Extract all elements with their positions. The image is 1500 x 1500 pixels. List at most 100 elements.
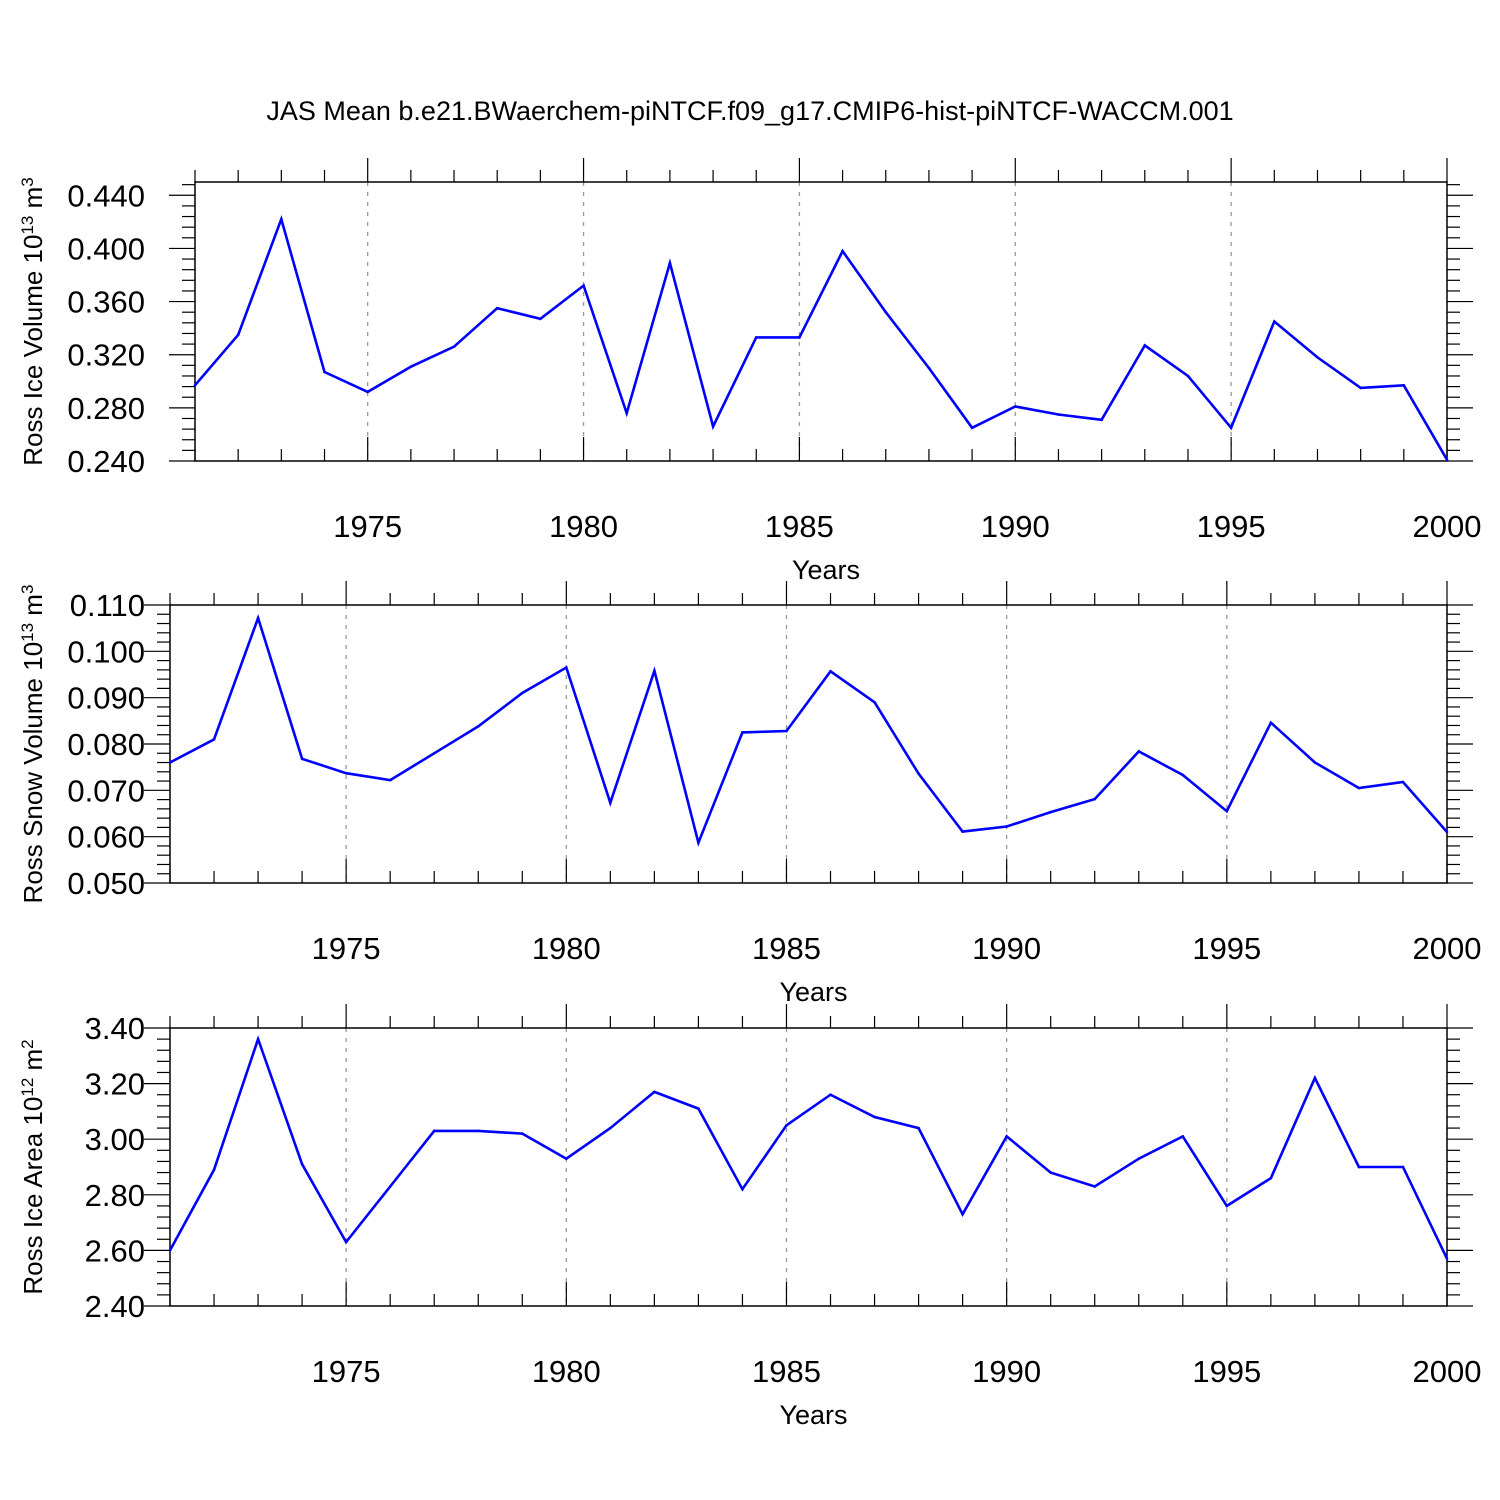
panel-3-data-point <box>1313 1076 1317 1080</box>
panel-1-data-point <box>711 425 715 428</box>
panel-1-x-tick-label: 1975 <box>333 509 402 544</box>
panel-1-data-point <box>798 336 801 339</box>
chart-title: JAS Mean b.e21.BWaerchem-piNTCF.f09_g17.… <box>266 96 1233 126</box>
panel-3-data-point <box>388 1185 392 1188</box>
panel-3-data-point <box>1181 1135 1185 1138</box>
panel-1-data-point <box>1273 320 1276 323</box>
panel-2-data-point <box>1181 773 1185 777</box>
panel-2-data-point <box>741 731 744 734</box>
panel-1-data-point <box>452 345 456 349</box>
panel-1-data-point <box>539 317 542 321</box>
panel-2-data-point <box>1401 780 1405 784</box>
panel-3-data-point <box>653 1090 656 1094</box>
panel-2-y-tick-label: 0.070 <box>67 773 145 808</box>
panel-3-x-tick-label: 1995 <box>1192 1354 1261 1389</box>
panel-1-series-line <box>194 215 1449 461</box>
panel-1-data-point <box>1359 386 1362 390</box>
panel-2-data-point <box>1313 761 1317 764</box>
panel-3-data-point <box>1401 1165 1405 1169</box>
panel-2-data-point <box>917 772 920 775</box>
panel-3-data-point <box>1005 1135 1008 1138</box>
panel-1-y-tick-label: 0.440 <box>67 178 145 213</box>
panel-2-plot-frame <box>169 604 1448 884</box>
panel-3-x-tick-label: 2000 <box>1413 1354 1482 1389</box>
panel-2-x-tick-label: 1985 <box>752 931 821 966</box>
panel-1-data-point <box>884 310 888 314</box>
panel-2-data-point <box>697 841 700 844</box>
panel-1-data-point <box>927 366 931 370</box>
panel-1-plot-frame <box>194 181 1448 462</box>
panel-1-y-tick-label: 0.400 <box>67 231 145 266</box>
panel-2-data-point <box>1049 810 1052 814</box>
panel-1-data-point <box>754 336 758 339</box>
panel-1-data-point <box>193 383 197 387</box>
panel-2-data-point <box>873 701 876 704</box>
panel-3-data-point <box>1225 1204 1229 1208</box>
panel-1-y-tick-label: 0.280 <box>67 391 145 426</box>
panel-3-data-point <box>344 1240 348 1244</box>
panel-3-series-line <box>168 1035 1449 1260</box>
panel-3-x-tick-label: 1980 <box>532 1354 601 1389</box>
panel-1-data-point <box>1316 356 1319 359</box>
panel-3-plot-frame <box>169 1027 1448 1307</box>
panel-2-data-point <box>565 666 568 669</box>
panel-2-x-tick-label: 1995 <box>1192 931 1261 966</box>
panel-3-x-tick-label: 1990 <box>972 1354 1041 1389</box>
panel-1-x-tick-label: 1995 <box>1197 509 1266 544</box>
panel-3-data-point <box>1357 1165 1361 1169</box>
panel-2-data-point <box>168 761 172 764</box>
panel-1-x-tick-label: 1985 <box>765 509 834 544</box>
panel-2-data-point <box>609 801 612 805</box>
panel-2-data-point <box>1093 797 1097 801</box>
panel-3-data-point <box>168 1249 172 1252</box>
panel-1-data-point <box>841 249 844 253</box>
panel-2-data-point <box>961 830 964 833</box>
panel-1-data-point <box>1445 458 1449 461</box>
panel-3-data-point <box>476 1129 480 1133</box>
panel-2-x-tick-label: 1975 <box>312 931 381 966</box>
panel-1-data-point <box>1013 405 1017 408</box>
panel-3-x-axis-label: Years <box>779 1400 847 1430</box>
panel-3-data-point <box>961 1212 964 1216</box>
panel-2-y-tick-label: 0.110 <box>70 588 145 623</box>
panel-3-data-point <box>256 1037 260 1041</box>
panel-2-data-point <box>388 778 392 782</box>
panel-1-data-point <box>1186 374 1190 378</box>
panel-3-x-tick-label: 1975 <box>312 1354 381 1389</box>
panel-3-y-tick-label: 3.40 <box>85 1011 145 1046</box>
panel-1-data-point <box>668 261 672 265</box>
panel-1-data-point <box>323 370 326 374</box>
panel-1-y-tick-label: 0.360 <box>67 285 145 320</box>
panel-2-data-point <box>212 738 216 741</box>
panel-2-data-point <box>520 691 524 695</box>
panel-2-data-point <box>432 751 436 755</box>
panel-3-data-point <box>565 1157 568 1160</box>
panel-3-data-point <box>829 1093 832 1097</box>
panel-2-data-point <box>1445 830 1449 834</box>
panel-3-y-tick-label: 3.20 <box>85 1067 145 1102</box>
panel-1-data-point <box>236 333 240 337</box>
panel-2-y-tick-label: 0.050 <box>67 866 145 901</box>
panel-1-x-tick-label: 1980 <box>549 509 618 544</box>
panel-1-data-point <box>970 426 974 430</box>
panel-1-x-tick-label: 2000 <box>1413 509 1482 544</box>
panel-3-x-tick-label: 1985 <box>752 1354 821 1389</box>
panel-2-data-point <box>1137 750 1141 753</box>
panel-1-data-point <box>582 284 585 287</box>
panel-2-y-tick-label: 0.080 <box>67 727 145 762</box>
panel-2-x-axis-label: Years <box>779 977 847 1007</box>
panel-3-data-point <box>1049 1171 1052 1174</box>
panel-2-x-tick-label: 2000 <box>1413 931 1482 966</box>
panel-3-data-point <box>741 1187 744 1191</box>
panel-1-data-point <box>366 390 369 394</box>
panel-3-data-point <box>1093 1185 1097 1188</box>
panel-2-x-tick-label: 1990 <box>972 931 1041 966</box>
panel-2-data-point <box>785 729 788 733</box>
panel-3-data-point <box>212 1168 216 1172</box>
panel-1-data-point <box>495 306 499 310</box>
panel-3-y-tick-label: 2.80 <box>85 1178 145 1213</box>
panel-3-data-point <box>1269 1176 1273 1180</box>
panel-1-data-point <box>1057 413 1060 416</box>
